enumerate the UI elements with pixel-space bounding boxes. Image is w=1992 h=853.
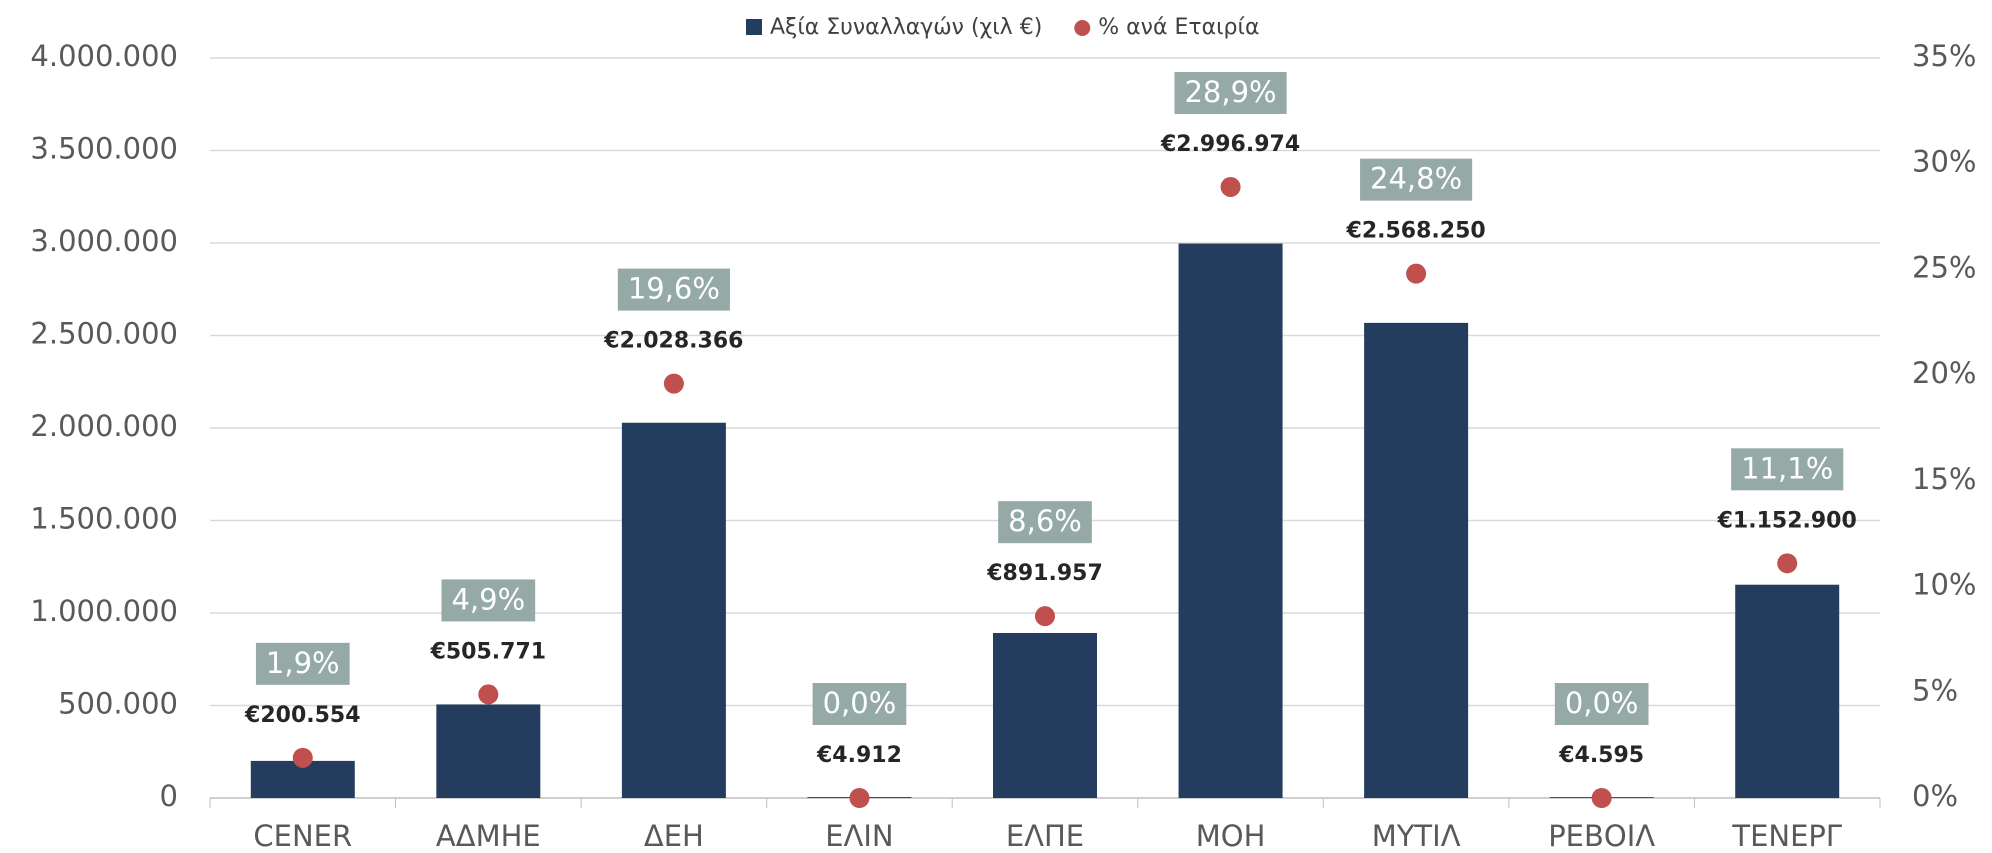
percent-label-box — [998, 501, 1092, 544]
y2-tick-label: 25% — [1912, 250, 1976, 284]
dot — [1777, 553, 1798, 574]
y2-tick-label: 15% — [1912, 462, 1976, 496]
y-tick-label: 3.000.000 — [30, 224, 178, 258]
percent-label-box — [617, 268, 730, 311]
y2-tick-label: 30% — [1912, 145, 1976, 179]
y-tick-label: 2.500.000 — [30, 317, 178, 351]
y-tick-label: 1.500.000 — [30, 502, 178, 536]
y-tick-label: 1.000.000 — [30, 594, 178, 628]
percent-label: 8,6% — [1008, 504, 1082, 538]
y2-tick-label: 5% — [1912, 673, 1958, 707]
y2-tick-label: 0% — [1912, 779, 1958, 813]
bar — [436, 704, 541, 798]
value-label: €2.568.250 — [1346, 219, 1486, 244]
value-label: €1.152.900 — [1717, 508, 1857, 533]
x-tick-label: ΕΛΙΝ — [825, 819, 893, 853]
legend-label: % ανά Εταιρία — [1098, 15, 1259, 40]
percent-label-box — [812, 683, 907, 725]
y-tick-label: 2.000.000 — [30, 409, 178, 443]
x-tick-label: ΤΕΝΕΡΓ — [1731, 819, 1842, 853]
legend-swatch — [1074, 20, 1091, 36]
dot — [1035, 606, 1055, 627]
percent-label: 11,1% — [1741, 451, 1833, 485]
dot — [849, 788, 870, 808]
x-tick-label: ΑΔΜΗΕ — [436, 819, 541, 853]
x-tick-label: ΡΕΒΟΙΛ — [1548, 819, 1655, 853]
percent-label-box — [1731, 448, 1844, 491]
y2-tick-label: 35% — [1912, 39, 1976, 73]
dot — [1591, 788, 1612, 808]
value-label: €505.771 — [430, 639, 547, 664]
dot — [1220, 176, 1241, 197]
percent-label-box — [441, 579, 536, 622]
x-tick-label: ΜΟΗ — [1196, 819, 1266, 853]
legend-label: Αξία Συναλλαγών (χιλ €) — [770, 15, 1042, 40]
percent-label: 0,0% — [823, 686, 897, 720]
percent-label-box — [255, 642, 350, 685]
value-label: €4.595 — [1558, 743, 1644, 768]
dot — [1406, 263, 1427, 284]
y-tick-label: 3.500.000 — [30, 132, 178, 166]
percent-label: 28,9% — [1184, 75, 1276, 109]
percent-label-box — [1174, 71, 1287, 114]
bar — [1364, 322, 1469, 798]
percent-label-box — [1554, 683, 1649, 725]
x-tick-label: ΜΥΤΙΛ — [1372, 819, 1461, 853]
value-label: €2.028.366 — [603, 329, 743, 354]
y2-tick-label: 10% — [1912, 568, 1976, 602]
bar — [993, 632, 1097, 798]
bar — [1735, 584, 1840, 798]
y-tick-label: 500.000 — [58, 687, 178, 721]
percent-label: 0,0% — [1565, 686, 1639, 720]
value-label: €200.554 — [244, 703, 361, 728]
x-tick-label: ΔΕΗ — [644, 819, 704, 853]
bar — [1178, 243, 1283, 798]
y-tick-label: 4.000.000 — [30, 39, 178, 73]
dot — [478, 684, 499, 705]
percent-label: 24,8% — [1370, 162, 1462, 196]
y2-tick-label: 20% — [1912, 356, 1976, 390]
percent-label: 4,9% — [451, 582, 525, 616]
dot — [663, 373, 684, 394]
legend-swatch — [746, 19, 762, 35]
x-tick-label: ΕΛΠΕ — [1006, 819, 1084, 853]
value-label: €891.957 — [986, 561, 1103, 586]
percent-label: 1,9% — [266, 646, 340, 680]
value-label: €4.912 — [816, 743, 902, 768]
bar — [621, 422, 726, 798]
value-label: €2.996.974 — [1160, 132, 1300, 157]
percent-label: 19,6% — [628, 272, 720, 306]
y-tick-label: 0 — [160, 779, 178, 813]
percent-label-box — [1360, 158, 1473, 201]
x-tick-label: CENER — [253, 819, 352, 853]
dot — [292, 747, 313, 768]
